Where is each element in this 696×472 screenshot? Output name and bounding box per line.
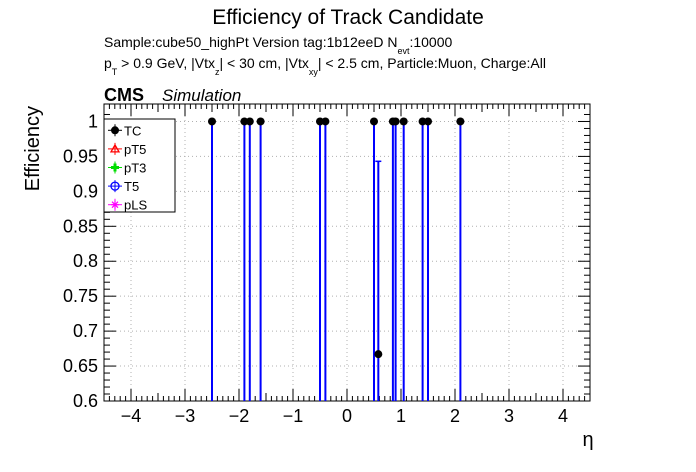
legend: TC pT5 pT3 T5 pLS [103, 118, 176, 213]
cut-a-sub: z [215, 67, 220, 77]
y-tick-label: 0.65 [63, 356, 98, 376]
data-point [240, 117, 249, 401]
legend-marker [111, 126, 119, 135]
legend-label: T5 [124, 179, 139, 194]
legend-label: pLS [124, 198, 147, 213]
cut-b-sub: xy [309, 67, 319, 77]
x-tick-label: −3 [175, 406, 196, 426]
legend-entry-pt5: pT5 [108, 142, 146, 157]
tc-marker [374, 350, 383, 359]
y-tick-label: 0.9 [73, 181, 98, 201]
x-tick-label: 0 [342, 406, 352, 426]
sample-version-text: Sample:cube50_highPt Version tag:1b12eeD… [104, 34, 397, 50]
y-tick-label: 1 [88, 111, 98, 131]
y-tick-label: 0.8 [73, 251, 98, 271]
tc-marker [456, 117, 465, 126]
legend-entry-tc: TC [108, 123, 141, 138]
cut-b: | < 30 cm, |Vtx [219, 55, 308, 71]
nevt-subscript: evt [397, 46, 410, 56]
tc-marker [256, 117, 265, 126]
legend-entry-t5: T5 [108, 179, 139, 194]
tc-marker [370, 117, 378, 126]
tc-marker [245, 117, 254, 126]
data-point [245, 117, 254, 401]
simulation-label: Simulation [162, 86, 241, 105]
x-tick-label: −1 [283, 406, 304, 426]
selection-cuts: pT > 0.9 GeV, |Vtxz| < 30 cm, |Vtxxy| < … [104, 55, 546, 77]
legend-marker [111, 200, 119, 209]
tc-marker [208, 117, 216, 126]
data-point [256, 117, 265, 401]
chart-title: Efficiency of Track Candidate [212, 6, 484, 29]
nevt-value: :10000 [409, 34, 452, 50]
y-tick-label: 0.95 [63, 146, 98, 166]
data-point [370, 117, 378, 401]
y-tick-label: 0.7 [73, 321, 98, 341]
data-point [374, 160, 383, 401]
x-tick-label: 3 [504, 406, 514, 426]
y-tick-label: 0.85 [63, 216, 98, 236]
legend-entry-pls: pLS [108, 198, 147, 213]
data-point [399, 117, 408, 401]
cut-a: > 0.9 GeV, |Vtx [117, 55, 215, 71]
data-point [321, 117, 330, 401]
legend-marker [110, 181, 120, 191]
tc-marker [399, 117, 408, 126]
x-tick-label: −4 [121, 406, 142, 426]
data-point [424, 117, 432, 401]
grid-lines [104, 104, 590, 402]
x-tick-label: −2 [229, 406, 250, 426]
legend-label: pT5 [124, 142, 146, 157]
data-point [208, 117, 216, 401]
cut-p-sub: T [112, 67, 118, 77]
x-axis-label: η [582, 429, 593, 451]
legend-label: TC [124, 123, 141, 138]
data-point [316, 117, 324, 401]
data-point [391, 117, 400, 401]
tc-marker [391, 117, 400, 126]
data-point [456, 117, 465, 401]
cut-p: p [104, 55, 112, 71]
legend-marker [111, 163, 119, 172]
tc-marker [321, 117, 330, 126]
legend-entry-pt3: pT3 [108, 161, 146, 176]
y-axis-label: Efficiency [22, 106, 44, 191]
data-points [208, 117, 465, 401]
y-tick-label: 0.6 [73, 391, 98, 411]
y-tick-label: 0.75 [63, 286, 98, 306]
data-point [418, 117, 427, 401]
legend-label: pT3 [124, 161, 146, 176]
x-tick-label: 1 [396, 406, 406, 426]
cms-label: CMS [104, 85, 144, 105]
x-tick-label: 4 [558, 406, 568, 426]
sample-info: Sample:cube50_highPt Version tag:1b12eeD… [104, 34, 452, 56]
legend-marker [109, 143, 121, 153]
cut-c: | < 2.5 cm, Particle:Muon, Charge:All [318, 55, 546, 71]
x-tick-label: 2 [450, 406, 460, 426]
tc-marker [424, 117, 432, 126]
